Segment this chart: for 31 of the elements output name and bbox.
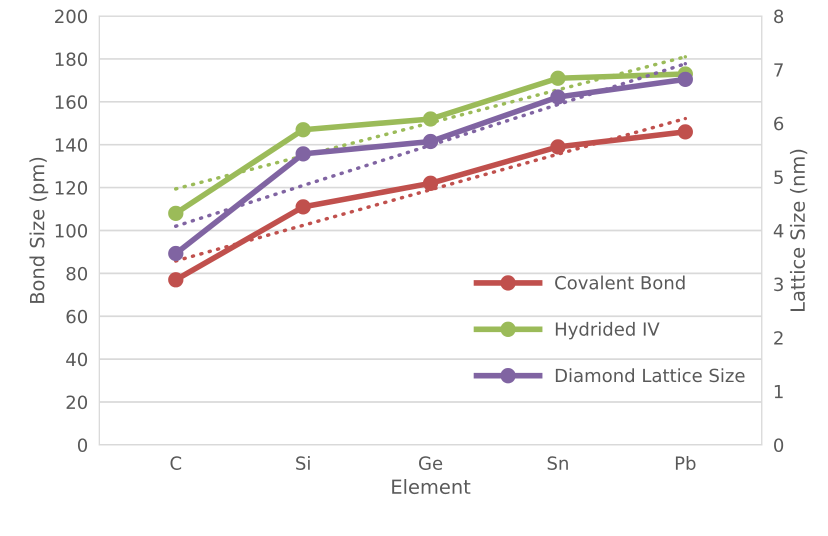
- y2-tick-label: 5: [774, 170, 783, 184]
- y2-tick-label: 4: [774, 224, 784, 238]
- x-tick-label: Ge: [419, 456, 442, 470]
- y-tick-label: 200: [55, 10, 88, 24]
- y2-tick-label: 3: [774, 278, 783, 292]
- y2-tick-label: 8: [774, 10, 784, 24]
- y2-tick-label: 6: [774, 116, 784, 130]
- y-axis-title: Bond Size (pm): [29, 158, 48, 303]
- y-tick-label: 180: [56, 52, 88, 66]
- y2-tick-label: 0: [774, 438, 784, 452]
- y-tick-label: 60: [66, 310, 88, 324]
- x-axis-title: Element: [392, 479, 470, 494]
- y-tick-label: 0: [78, 438, 88, 452]
- y-tick-label: 20: [66, 395, 88, 410]
- y-tick-label: 160: [56, 95, 88, 109]
- y2-tick-label: 1: [774, 384, 783, 398]
- y-tick-label: 40: [66, 352, 88, 366]
- y2-tick-label: 2: [774, 331, 783, 345]
- legend-label: Covalent Bond: [555, 276, 685, 290]
- y2-tick-label: 7: [774, 63, 783, 77]
- y-tick-label: 120: [56, 181, 88, 195]
- x-tick-label: Pb: [676, 456, 696, 470]
- legend-label: Hydrided IV: [556, 322, 660, 340]
- y-tick-label: 140: [56, 138, 88, 152]
- y-tick-label: 100: [56, 224, 88, 238]
- x-tick-label: C: [170, 456, 182, 470]
- legend-label: Diamond Lattice Size: [556, 368, 745, 382]
- x-tick-label: Si: [296, 456, 310, 470]
- x-tick-label: Sn: [548, 456, 568, 470]
- y2-axis-title: Lattice Size (nm): [790, 150, 808, 311]
- y-tick-label: 80: [66, 266, 88, 280]
